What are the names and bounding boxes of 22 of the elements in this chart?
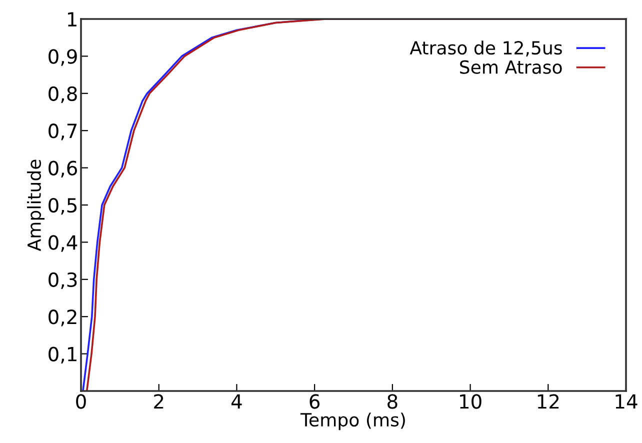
y-tick-label: 0,7 [48, 124, 77, 140]
y-tick-label: 0,9 [48, 49, 77, 66]
y-tick-label: 0,6 [48, 160, 77, 178]
y-tick-label: 0,8 [48, 86, 77, 104]
y-axis-title: Amplitude [27, 160, 45, 252]
x-tick-label: 4 [231, 394, 242, 409]
x-tick-label: 8 [388, 394, 398, 409]
x-axis-title: Tempo (ms) [300, 412, 405, 430]
legend-label: Sem Atraso [460, 60, 562, 74]
x-tick-label: 12 [538, 394, 559, 409]
x-tick-label: 6 [310, 394, 320, 409]
legend-label: Atraso de 12,5us [410, 40, 562, 56]
x-tick-label: 14 [616, 394, 638, 409]
y-tick-label: 0,4 [48, 235, 78, 252]
x-tick-label: 10 [460, 394, 482, 409]
y-tick-label: 0,5 [48, 198, 77, 215]
y-tick-label: 0,3 [48, 272, 77, 290]
y-tick-label: 1 [68, 12, 76, 26]
x-tick-label: 2 [154, 394, 164, 409]
y-tick-label: 0,2 [48, 310, 76, 326]
y-tick-label: 0,1 [48, 346, 76, 364]
x-tick-label: 0 [76, 394, 86, 409]
